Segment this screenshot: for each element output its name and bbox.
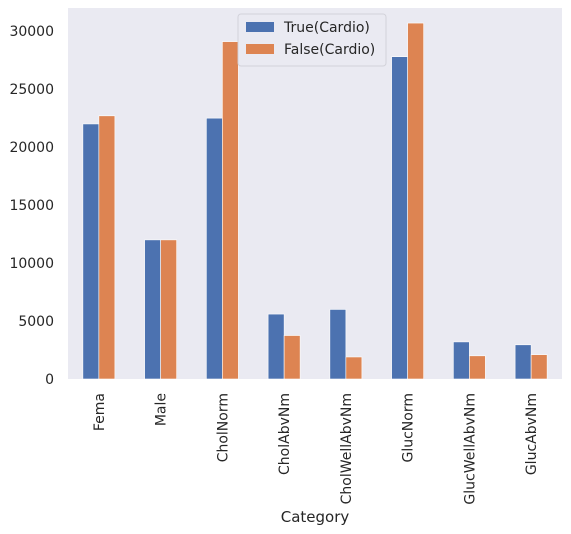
bar-true-cholabvnm: [267, 313, 285, 380]
bar-false-glucabvnm: [530, 354, 548, 380]
bar-false-glucwellabvnm: [469, 355, 486, 380]
x-tick-label: GlucAbvNm: [524, 393, 540, 475]
y-tick-label: 5000: [18, 314, 54, 330]
legend-box: [237, 13, 387, 67]
y-tick-label: 30000: [9, 24, 54, 40]
x-axis-ticks: Fema Male CholNorm CholAbvNm CholWellAbvNm Gl…: [92, 393, 540, 505]
bar-false-glucnorm: [407, 22, 424, 380]
bar-true-glucabvnm: [514, 344, 532, 380]
bar-true-cholwellabvnm: [329, 309, 347, 380]
bar-false-male: [160, 239, 177, 380]
bar-true-glucwellabvnm: [453, 341, 470, 380]
x-tick-label: GlucNorm: [401, 393, 417, 463]
bar-true-glucnorm: [391, 56, 408, 380]
bar-true-male: [144, 239, 161, 380]
y-axis-ticks: 0 5000 10000 15000 20000 25000 30000: [9, 24, 54, 388]
y-tick-label: 0: [45, 372, 54, 388]
bar-false-cholnorm: [222, 41, 239, 380]
legend-label-true: True(Cardio): [283, 20, 370, 36]
x-axis-title: Category: [281, 508, 350, 526]
y-tick-label: 15000: [9, 198, 54, 214]
legend: True(Cardio) False(Cardio): [237, 13, 387, 67]
y-tick-label: 20000: [9, 140, 54, 156]
bar-false-fema: [98, 115, 116, 380]
y-tick-label: 10000: [9, 256, 54, 272]
x-tick-label: CholNorm: [215, 393, 231, 462]
x-tick-label: GlucWellAbvNm: [462, 393, 478, 505]
x-tick-label: Fema: [92, 393, 108, 431]
x-tick-label: CholWellAbvNm: [339, 393, 355, 504]
bar-false-cholabvnm: [283, 335, 301, 380]
bar-false-cholwellabvnm: [345, 356, 363, 380]
legend-swatch-false: [246, 44, 274, 54]
bars-group: [82, 22, 548, 380]
bar-true-fema: [82, 123, 100, 380]
legend-label-false: False(Cardio): [284, 42, 375, 58]
x-tick-label: CholAbvNm: [277, 393, 293, 475]
legend-swatch-true: [246, 22, 274, 32]
bar-true-cholnorm: [206, 117, 223, 380]
y-tick-label: 25000: [9, 82, 54, 98]
x-tick-label: Male: [154, 393, 170, 426]
